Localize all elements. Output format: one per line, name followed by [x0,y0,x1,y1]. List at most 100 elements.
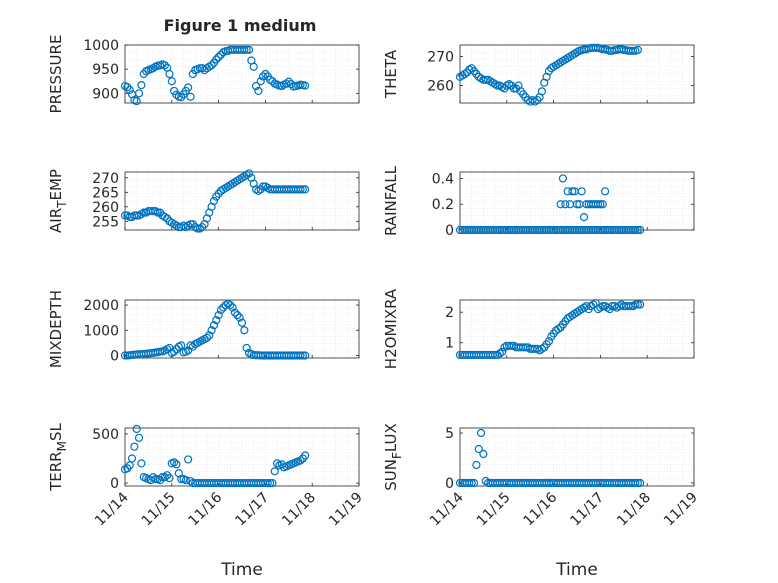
data-point [577,187,586,196]
data-point [244,169,254,178]
data-point [263,478,272,488]
y-axis-label: MIXDEPTH [47,290,65,368]
data-point [230,308,240,317]
data-point [214,52,223,62]
data-point [544,337,554,346]
y-tick-label: 900 [92,86,119,102]
data-point [258,182,268,191]
data-point [465,478,474,488]
y-axis-label: AIRTEMP [47,169,69,233]
data-point [205,331,214,340]
data-point [633,45,642,55]
data-point [170,347,179,356]
data-point [237,318,247,327]
data-point [249,62,258,71]
data-point [242,45,251,54]
data-point [572,200,582,209]
y-tick-label: 260 [427,79,454,95]
data-point [207,61,216,70]
data-point [282,79,291,88]
subplot-h2omixra: 1 2 H2OMIXRA [382,288,695,369]
y-tick-label: 0 [445,476,454,492]
data-point [633,300,642,309]
data-point [636,478,645,488]
y-axis-label: SUNFLUX [382,423,404,491]
data-point [160,61,169,70]
data-point [258,72,268,81]
y-tick-label: 0 [110,348,119,364]
y-tick-label: 950 [92,62,119,78]
data-point [254,86,263,96]
data-point [240,45,249,54]
y-tick-label: 0.2 [432,197,454,213]
data-point [633,225,642,235]
data-point [598,200,607,209]
data-point [165,474,174,483]
axes-box [459,299,695,359]
data-point [589,300,598,309]
data-point [469,478,479,488]
data-point [270,467,279,476]
data-point [242,343,251,353]
data-point [568,187,577,196]
data-point [301,451,310,460]
y-tick-label: 2000 [83,298,119,314]
data-point [202,333,211,342]
figure-title: Figure 1 medium [164,16,317,35]
y-axis-label: THETA [382,49,400,99]
data-point [472,460,481,470]
x-axis-label: Time [555,560,598,580]
data-point [636,225,645,235]
data-point [298,351,307,360]
data-point [298,185,307,194]
subplot-theta: 260 270 THETA [382,43,695,106]
data-point [214,311,223,320]
data-point [296,185,305,194]
subplot-pressure: 900 950 1000 PRESSURE [47,35,360,114]
data-point [629,46,638,55]
data-point [474,444,483,454]
y-tick-label: 1000 [83,38,119,54]
data-point [284,77,293,86]
y-tick-label: 0 [445,223,454,239]
y-tick-label: 255 [92,214,119,230]
data-point [296,351,305,360]
data-point [212,316,221,325]
data-point [216,305,226,315]
data-point [177,475,186,484]
y-tick-label: 265 [92,185,119,201]
data-point [261,69,270,79]
data-point [479,449,488,459]
data-point [134,89,144,98]
data-point [273,459,282,468]
y-axis-label: H2OMIXRA [382,288,400,369]
axes-box [124,171,360,231]
data-point [498,347,507,356]
data-point [596,200,605,209]
data-point [554,324,563,334]
data-point [233,311,242,320]
data-point [132,96,141,106]
data-point [301,351,310,360]
data-point [209,321,219,330]
data-point [537,344,547,353]
data-point [251,81,261,91]
data-point [193,224,202,233]
data-point [561,200,570,209]
data-point [633,478,642,488]
y-tick-label: 500 [92,427,119,443]
data-point [598,302,607,311]
y-axis-label: PRESSURE [47,35,65,114]
data-point [125,461,134,470]
data-point [160,473,169,482]
y-axis-label: RAINFALL [382,165,400,236]
data-point [186,92,195,101]
data-point [148,473,158,482]
y-tick-label: 0 [110,476,119,492]
subplot-rainfall: 0 0.2 0.4 RAINFALL [382,165,695,239]
y-tick-label: 270 [92,171,119,187]
data-point [177,341,186,350]
data-point [593,200,603,209]
subplot-mixdepth: 0 1000 2000 MIXDEPTH [47,290,360,368]
